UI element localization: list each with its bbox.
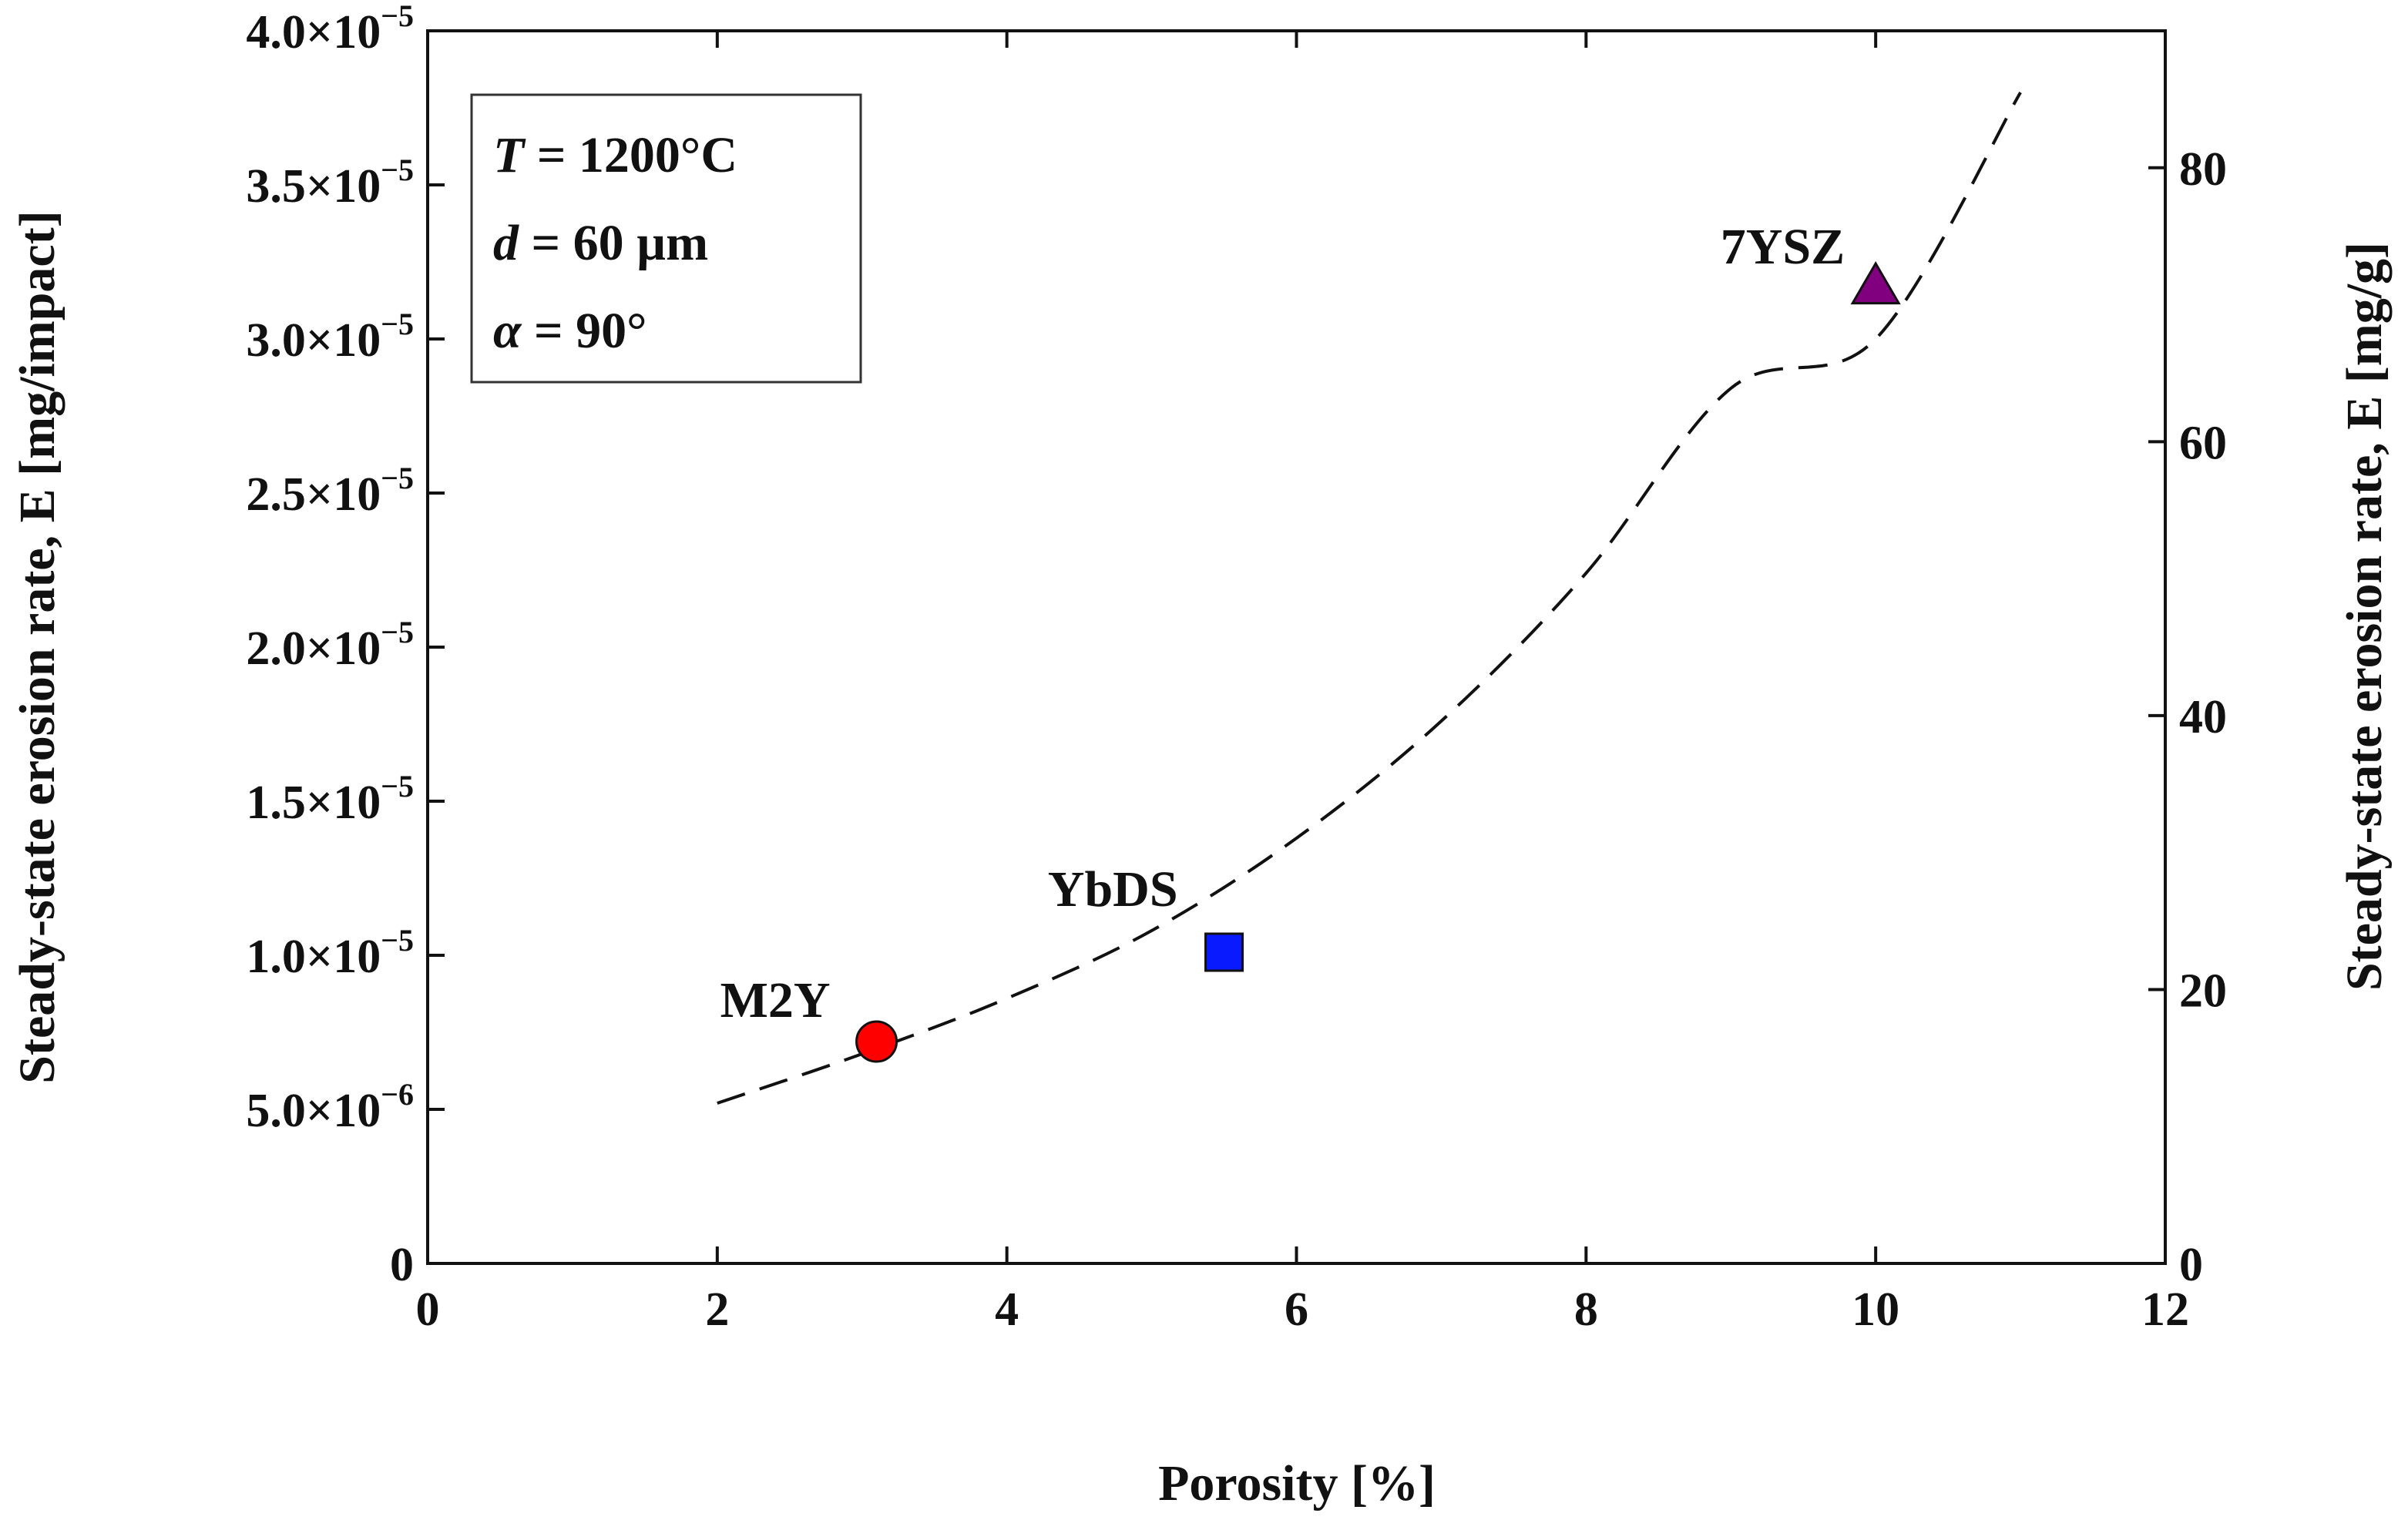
x-tick-label: 0 bbox=[416, 1283, 440, 1336]
y-axis-right-ticks: 0 20 40 60 80 bbox=[2148, 143, 2227, 1291]
y-right-tick-label: 20 bbox=[2179, 965, 2227, 1017]
y-tick-label: 2.0×10−5 bbox=[246, 615, 414, 675]
x-tick-label: 12 bbox=[2141, 1283, 2189, 1336]
x-tick-label: 4 bbox=[995, 1283, 1019, 1336]
y-tick-label: 1.5×10−5 bbox=[246, 769, 414, 829]
y-tick-label: 3.0×10−5 bbox=[246, 307, 414, 367]
y-right-tick-label: 0 bbox=[2179, 1239, 2203, 1291]
fit-curve-dashed bbox=[717, 91, 2022, 1105]
x-tick-label: 6 bbox=[1285, 1283, 1308, 1336]
x-tick-label: 2 bbox=[705, 1283, 729, 1336]
y-tick-label: 3.5×10−5 bbox=[246, 153, 414, 213]
y-tick-label: 4.0×10−5 bbox=[246, 0, 414, 59]
data-points: M2Y YbDS 7YSZ bbox=[720, 219, 1901, 1063]
y-right-tick-label: 60 bbox=[2179, 417, 2227, 469]
y-axis-left-ticks: 0 5.0×10−6 1.0×10−5 1.5×10−5 2.0×10−5 2.5×10−… bbox=[246, 0, 445, 1291]
point-label-m2y: M2Y bbox=[720, 972, 831, 1028]
condition-impact-angle: α = 90° bbox=[493, 303, 647, 359]
y-axis-left-label: Steady-state erosion rate, E [mg/impact] bbox=[9, 210, 65, 1083]
y-tick-label: 0 bbox=[390, 1239, 414, 1291]
y-tick-label: 1.0×10−5 bbox=[246, 923, 414, 983]
point-ybds bbox=[1204, 932, 1244, 972]
y-axis-right-label: Steady-state erosion rate, E [mg/g] bbox=[2336, 242, 2393, 991]
x-tick-label: 8 bbox=[1574, 1283, 1598, 1336]
point-label-7ysz: 7YSZ bbox=[1721, 219, 1845, 275]
x-axis-label: Porosity [%] bbox=[1158, 1455, 1436, 1511]
y-tick-label: 5.0×10−6 bbox=[246, 1077, 414, 1137]
point-m2y bbox=[855, 1020, 898, 1063]
point-label-ybds: YbDS bbox=[1048, 861, 1178, 918]
y-tick-label: 2.5×10−5 bbox=[246, 461, 414, 521]
condition-particle-size: d = 60 µm bbox=[493, 215, 708, 271]
y-right-tick-label: 80 bbox=[2179, 143, 2227, 196]
condition-temperature: T = 1200°C bbox=[493, 127, 737, 183]
conditions-box: T = 1200°C d = 60 µm α = 90° bbox=[470, 93, 862, 384]
y-right-tick-label: 40 bbox=[2179, 691, 2227, 743]
x-tick-label: 10 bbox=[1852, 1283, 1899, 1336]
point-7ysz bbox=[1850, 261, 1901, 305]
x-axis-ticks: 0 2 4 6 8 10 12 bbox=[416, 31, 2189, 1336]
